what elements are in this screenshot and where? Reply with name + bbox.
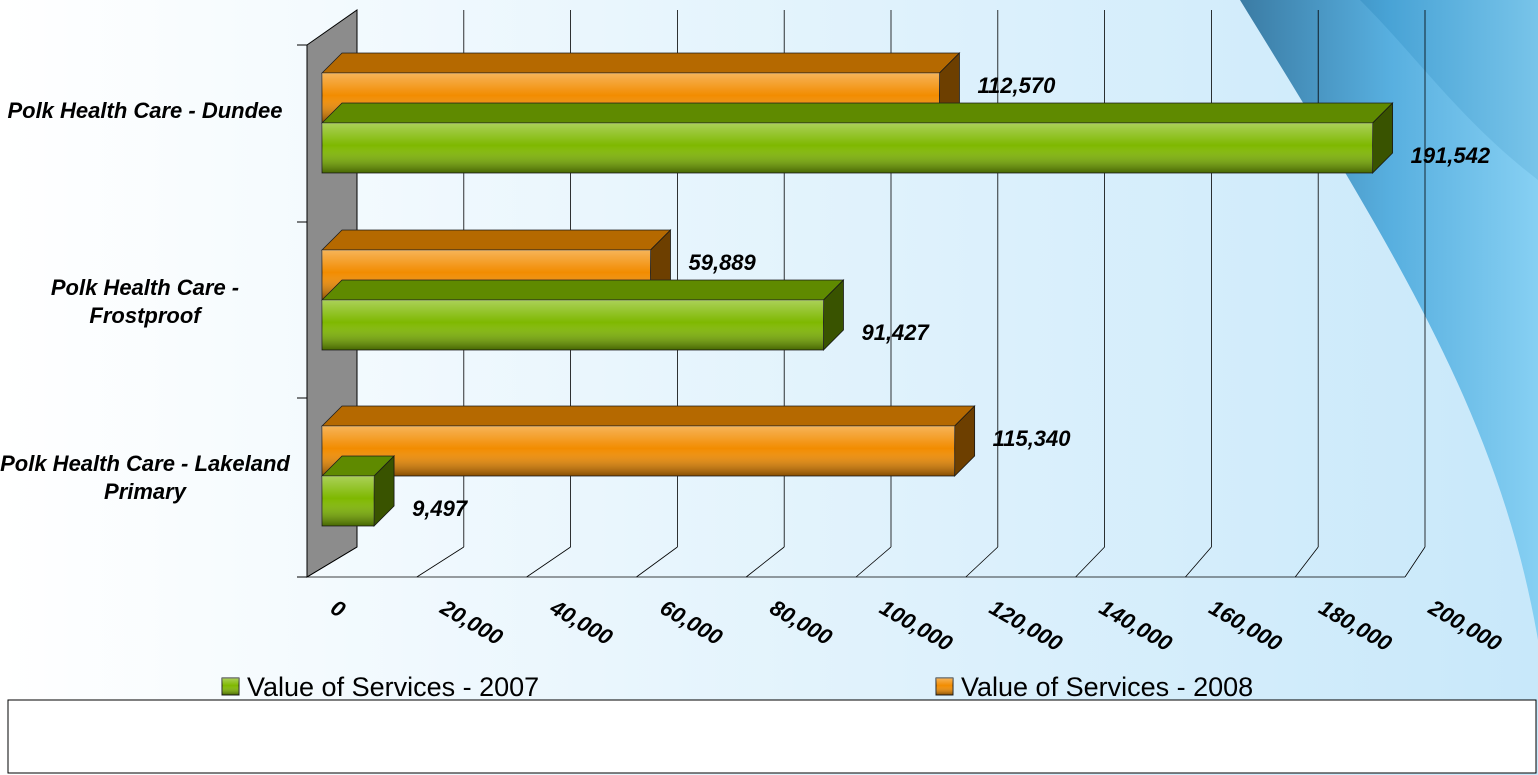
bar-group — [321, 279, 845, 351]
floor-line — [416, 546, 465, 578]
bar-top-shade — [322, 53, 960, 73]
bar-side-shade — [374, 456, 395, 526]
bar-top-shade — [322, 406, 975, 426]
bar-top-shade — [322, 456, 395, 476]
bar-group — [321, 455, 396, 527]
legend-label: Value of Services - 2008 — [961, 672, 1253, 702]
value-label: 112,570 — [977, 73, 1056, 98]
legend-swatch-shade — [222, 678, 239, 695]
bar-side-shade — [1372, 103, 1393, 173]
legend-label: Value of Services - 2007 — [247, 672, 539, 702]
bar-side-shade — [823, 280, 844, 350]
bar-shade — [322, 426, 955, 476]
floor-line — [965, 546, 999, 578]
legend-swatch-shade — [936, 678, 953, 695]
floor-line — [1404, 546, 1426, 578]
legend-box — [7, 699, 1537, 774]
bar-top-shade — [322, 103, 1393, 123]
value-label: 59,889 — [688, 250, 756, 275]
category-label: Polk Health Care - Lakeland Primary — [0, 451, 290, 504]
bar-group — [321, 102, 1394, 174]
swoosh — [1240, 0, 1538, 640]
bar-shade — [322, 476, 375, 526]
floor-line — [855, 546, 892, 578]
floor-line — [526, 546, 571, 578]
bar-top-shade — [322, 230, 671, 250]
floor-line — [1075, 546, 1105, 578]
value-label: 191,542 — [1411, 143, 1491, 168]
bar-group — [321, 405, 976, 477]
floor-line — [636, 546, 678, 578]
floor-line — [745, 546, 785, 578]
floor-line — [1185, 546, 1212, 578]
bar-shade — [322, 300, 824, 350]
bar-shade — [322, 123, 1373, 173]
floor-line — [1294, 546, 1319, 578]
value-label: 115,340 — [993, 426, 1072, 451]
bar-side-shade — [954, 406, 975, 476]
bar-top-shade — [322, 280, 844, 300]
category-label: Polk Health Care - Frostproof — [50, 275, 240, 328]
floor-line — [306, 546, 358, 578]
value-label: 91,427 — [861, 320, 930, 345]
category-label: Polk Health Care - Dundee — [7, 98, 283, 123]
value-label: 9,497 — [412, 496, 469, 521]
